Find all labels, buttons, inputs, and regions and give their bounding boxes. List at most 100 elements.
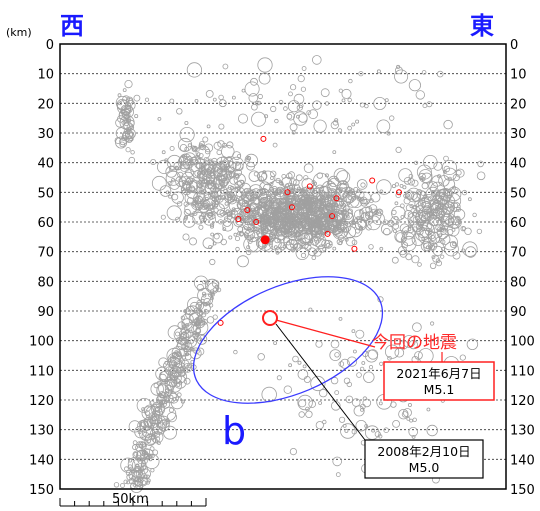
earthquake-point	[181, 337, 188, 345]
earthquake-point	[193, 275, 209, 291]
earthquake-point	[444, 189, 454, 199]
earthquake-point	[137, 476, 148, 487]
y-tick-label-right: 60	[510, 216, 527, 231]
earthquake-point	[383, 427, 390, 434]
earthquake-point	[332, 120, 339, 126]
earthquake-point	[282, 206, 295, 219]
earthquake-point	[255, 203, 260, 208]
earthquake-point	[248, 217, 257, 226]
current-earthquake-leader	[275, 319, 376, 348]
earthquake-point	[201, 291, 206, 296]
earthquake-point	[113, 482, 120, 488]
earthquake-point	[270, 207, 280, 217]
earthquake-point	[130, 150, 135, 155]
earthquake-point	[339, 186, 356, 203]
earthquake-point	[201, 318, 208, 325]
earthquake-point	[334, 192, 340, 198]
earthquake-point	[282, 207, 288, 212]
earthquake-point-red	[260, 235, 270, 245]
earthquake-point	[166, 205, 182, 221]
earthquake-point	[305, 410, 313, 418]
earthquake-point	[426, 424, 438, 437]
earthquake-point	[257, 171, 267, 182]
earthquake-point	[353, 405, 365, 417]
earthquake-point	[204, 196, 209, 201]
earthquake-point	[181, 313, 194, 326]
earthquake-point	[185, 364, 191, 371]
earthquake-point	[141, 406, 156, 421]
earthquake-point	[259, 227, 264, 232]
earthquake-point	[464, 227, 472, 235]
earthquake-point	[257, 93, 263, 100]
earthquake-point	[115, 118, 125, 128]
earthquake-point	[173, 361, 178, 366]
earthquake-point	[311, 255, 317, 261]
plot-frame	[59, 43, 507, 490]
earthquake-point	[392, 222, 400, 230]
earthquake-point	[228, 235, 233, 240]
earthquake-point	[217, 172, 222, 177]
earthquake-point	[363, 371, 375, 383]
earthquake-point	[378, 434, 383, 439]
earthquake-point	[379, 361, 384, 366]
earthquake-point	[275, 177, 281, 184]
earthquake-point	[476, 171, 486, 181]
earthquake-point	[283, 385, 292, 394]
earthquake-point	[337, 180, 349, 192]
earthquake-point	[218, 219, 224, 225]
earthquake-point	[167, 181, 173, 186]
earthquake-point	[198, 143, 204, 149]
earthquake-point	[436, 197, 445, 206]
earthquake-point	[376, 69, 381, 74]
earthquake-point	[433, 189, 440, 196]
earthquake-point	[428, 181, 439, 192]
earthquake-point	[167, 325, 182, 340]
earthquake-point	[225, 209, 230, 214]
earthquake-point	[358, 225, 363, 230]
earthquake-point	[198, 184, 203, 189]
earthquake-point	[418, 230, 432, 244]
current-earthquake-date: 2021年6月7日	[396, 366, 481, 381]
earthquake-point	[224, 201, 229, 206]
earthquake-point	[292, 355, 299, 363]
earthquake-point	[378, 401, 383, 406]
earthquake-point	[175, 216, 181, 222]
earthquake-point	[289, 84, 297, 91]
earthquake-point	[420, 212, 432, 224]
earthquake-point	[394, 201, 399, 206]
earthquake-point	[288, 363, 293, 368]
earthquake-point	[399, 340, 409, 350]
earthquake-point	[334, 118, 339, 123]
earthquake-point	[273, 222, 278, 227]
earthquake-point	[248, 208, 253, 213]
earthquake-point	[441, 159, 457, 175]
earthquake-point	[195, 147, 200, 152]
earthquake-point-red	[284, 189, 291, 196]
earthquake-point	[280, 224, 291, 234]
earthquake-point	[208, 203, 214, 209]
earthquake-point	[135, 469, 146, 480]
earthquake-point	[401, 242, 409, 249]
earthquake-point	[251, 213, 262, 224]
earthquake-point	[257, 57, 273, 73]
earthquake-point	[460, 226, 466, 232]
earthquake-point	[276, 375, 282, 381]
y-tick-label-right: 140	[510, 453, 535, 468]
y-tick-label-left: 0	[46, 38, 54, 53]
earthquake-point	[417, 221, 425, 228]
earthquake-point	[227, 185, 233, 190]
earthquake-point	[307, 205, 313, 210]
earthquake-point	[372, 212, 385, 226]
earthquake-point	[127, 119, 135, 127]
earthquake-point	[205, 180, 210, 185]
earthquake-point	[157, 159, 172, 174]
earthquake-point	[281, 173, 287, 179]
earthquake-point	[288, 230, 292, 235]
earthquake-point	[194, 99, 199, 103]
earthquake-point	[158, 373, 167, 382]
y-tick-label-left: 70	[37, 246, 54, 261]
earthquake-point	[175, 331, 180, 337]
earthquake-point	[234, 181, 243, 190]
earthquake-point	[391, 256, 399, 264]
earthquake-point	[156, 384, 170, 398]
